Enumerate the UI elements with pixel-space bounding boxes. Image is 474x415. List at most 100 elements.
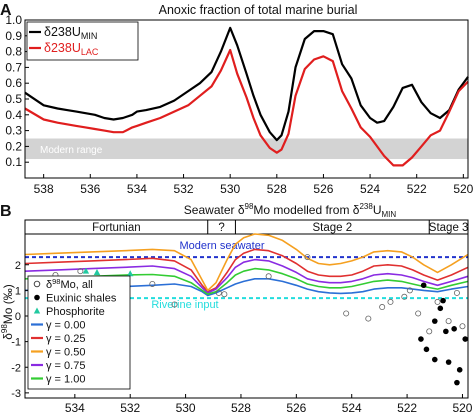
gamma-line-2 (24, 233, 469, 292)
x-tick-label: 526 (286, 401, 306, 415)
legend-label: Euxinic shales (46, 293, 117, 305)
data-point-euxinic (431, 318, 438, 324)
data-point-phosphorite (93, 268, 101, 275)
x-tick-label: 532 (120, 401, 140, 415)
x-tick-label: 522 (397, 401, 417, 415)
series-line-lac (24, 48, 469, 167)
panel-a: A Anoxic fraction of total marine burial… (0, 2, 474, 196)
x-tick-label: 524 (360, 182, 380, 196)
panel-b: B Seawater δ98Mo modelled from δ238UMIN … (0, 202, 473, 415)
data-point-open (304, 254, 311, 261)
data-point-open (401, 293, 408, 300)
panel-a-legend: δ238UMIN δ238ULAC (26, 21, 139, 61)
data-point-open (459, 323, 466, 330)
x-tick-label: 520 (452, 401, 472, 415)
data-point-open (215, 289, 222, 296)
data-point-euxinic (462, 336, 469, 342)
panel-b-title: Seawater δ98Mo modelled from δ238UMIN (184, 202, 397, 219)
data-point-euxinic (443, 328, 449, 335)
y-tick-label: 0.8 (5, 45, 22, 59)
data-point-euxinic (437, 305, 444, 312)
legend-marker-open (33, 280, 41, 288)
legend-label: δ98Mo, all (46, 277, 93, 291)
stage-label: ? (218, 222, 224, 234)
y-tick-label: 0.5 (5, 92, 22, 106)
legend-label: γ = 0.75 (46, 360, 85, 372)
legend-label-lac: δ238ULAC (44, 41, 99, 57)
stage-label: Fortunian (92, 222, 141, 234)
data-point-open (221, 291, 228, 298)
data-point-open (445, 318, 452, 325)
data-point-open (77, 268, 84, 275)
legend-label: γ = 0.50 (46, 347, 85, 359)
y-tick-label: 0.2 (5, 139, 22, 153)
data-point-euxinic (423, 346, 430, 353)
y-tick-label: -2 (11, 362, 21, 374)
gamma-line-3 (24, 258, 469, 294)
panel-b-ylabel: δ98Mo (‰) (0, 284, 15, 340)
data-point-open (149, 280, 156, 287)
data-point-open (365, 315, 372, 322)
panel-b-legend-box (27, 275, 131, 390)
gamma-line-4 (24, 267, 469, 295)
legend-label: γ = 1.00 (46, 374, 85, 386)
modern-range-band (25, 138, 468, 160)
stage-label: Stage 3 (429, 222, 469, 234)
gamma-line-1 (24, 248, 469, 293)
legend-label: Phosphorite (46, 306, 105, 318)
reference-label-modern: Modern seawater (180, 240, 265, 252)
y-tick-label: 0.9 (5, 29, 22, 43)
data-point-open (343, 310, 350, 317)
x-tick-label: 534 (65, 401, 85, 415)
data-point-open (415, 310, 422, 317)
x-tick-label: 524 (342, 401, 362, 415)
y-tick-label: 1.0 (5, 13, 22, 27)
data-point-open (387, 298, 394, 305)
data-point-open (171, 301, 178, 308)
x-tick-label: 534 (127, 182, 147, 196)
data-point-open (426, 328, 433, 335)
panel-a-letter: A (0, 2, 12, 19)
x-tick-label: 530 (176, 401, 196, 415)
x-tick-label: 522 (407, 182, 427, 196)
legend-marker-phosphorite (33, 307, 41, 314)
data-point-open (434, 298, 441, 305)
data-point-euxinic (456, 367, 463, 373)
data-point-phosphorite (127, 270, 134, 277)
data-point-open (379, 304, 386, 311)
data-point-open (406, 287, 413, 294)
data-point-open (453, 289, 460, 296)
x-tick-label: 532 (174, 182, 194, 196)
legend-marker-euxinic (34, 294, 40, 301)
data-point-phosphorite (82, 267, 90, 274)
y-tick-label: 0.6 (5, 76, 22, 90)
data-point-open (265, 273, 272, 280)
legend-label: γ = 0.25 (46, 333, 85, 345)
x-tick-label: 520 (453, 182, 473, 196)
y-tick-label: 0.1 (5, 155, 22, 169)
y-tick-label: 0 (15, 311, 21, 323)
data-point-euxinic (418, 336, 424, 342)
y-tick-label: 0.7 (5, 60, 22, 74)
y-tick-label: -1 (11, 337, 21, 349)
y-tick-label: 0.3 (5, 124, 22, 138)
stage-label: Stage 2 (313, 222, 353, 234)
data-point-euxinic (451, 326, 457, 332)
panel-b-frame (24, 219, 469, 399)
y-tick-label: 1 (15, 285, 21, 297)
data-point-euxinic (420, 282, 427, 289)
panel-a-legend-box (26, 21, 139, 61)
legend-label-min: δ238UMIN (44, 25, 97, 41)
y-tick-label: 0.4 (5, 108, 22, 122)
legend-label: γ = 0.00 (46, 320, 85, 332)
gamma-line-0 (24, 278, 469, 297)
data-point-euxinic (440, 297, 446, 304)
x-tick-label: 536 (80, 182, 100, 196)
reference-label-riverine: Riverine input (151, 299, 218, 311)
x-tick-label: 528 (231, 401, 251, 415)
data-point-euxinic (445, 359, 452, 365)
y-tick-label: -3 (11, 388, 21, 400)
x-tick-label: 526 (313, 182, 333, 196)
